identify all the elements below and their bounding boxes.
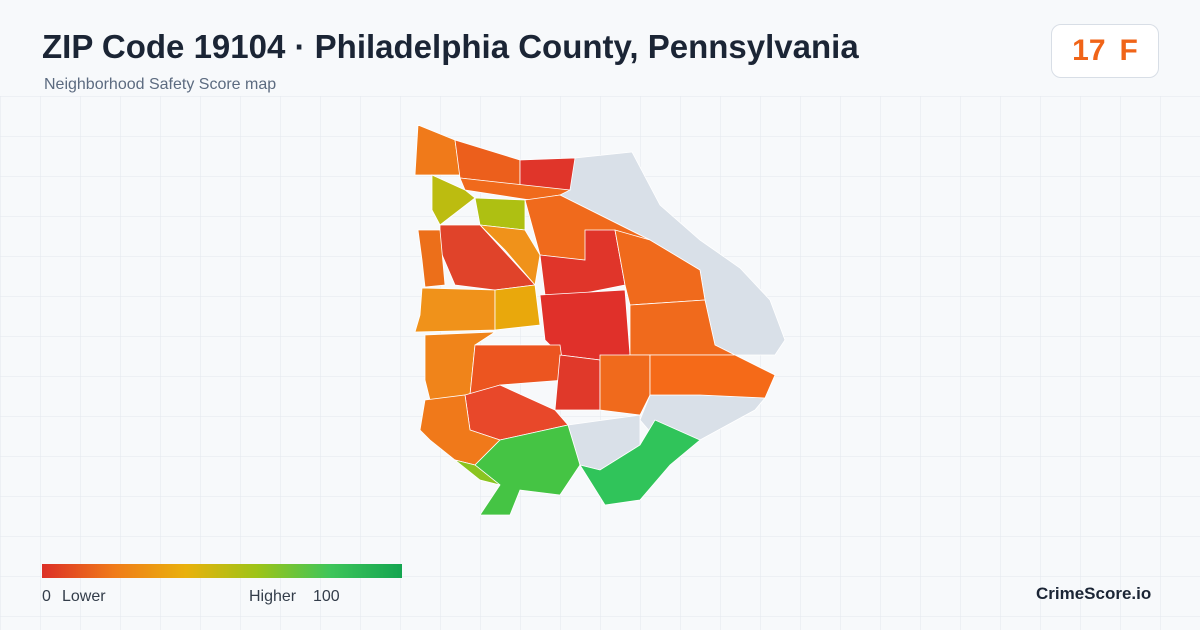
legend-min-label: Lower	[62, 588, 106, 605]
score-grade: F	[1119, 34, 1138, 67]
zip-areas	[414, 124, 786, 516]
area	[478, 224, 541, 286]
subtitle: Neighborhood Safety Score map	[44, 76, 277, 93]
area	[469, 344, 566, 396]
legend-max: 100	[313, 588, 340, 605]
area	[414, 287, 496, 333]
area	[629, 299, 736, 356]
score-badge: 17 F	[1051, 24, 1159, 78]
area	[599, 354, 651, 416]
area	[431, 174, 476, 226]
area	[454, 459, 501, 486]
area	[494, 284, 541, 331]
legend-max-label: Higher	[249, 588, 297, 605]
legend-min: 0	[42, 588, 51, 605]
area	[417, 229, 446, 288]
legend-gradient	[42, 564, 402, 578]
area	[649, 354, 776, 399]
area	[579, 419, 701, 506]
title: ZIP Code 19104 · Philadelphia County, Pe…	[42, 28, 859, 65]
area	[554, 354, 601, 411]
score-value: 17	[1072, 34, 1106, 67]
brand: CrimeScore.io	[1036, 584, 1152, 603]
area	[414, 124, 461, 176]
